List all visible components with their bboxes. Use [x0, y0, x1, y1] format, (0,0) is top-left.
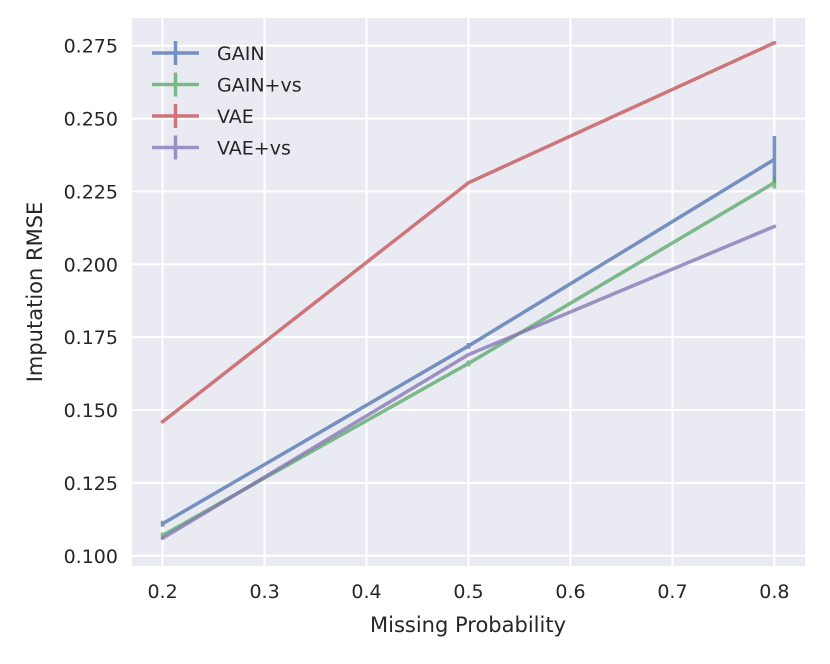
legend: GAIN GAIN+vs VAE VAE+vs — [152, 41, 302, 160]
x-axis-label: Missing Probability — [370, 613, 566, 637]
grid — [132, 18, 805, 566]
y-tick-label: 0.150 — [64, 400, 118, 422]
series-vae-vs — [160, 224, 777, 541]
x-tick-label: 0.6 — [555, 581, 585, 603]
y-tick-label: 0.250 — [64, 109, 118, 131]
legend-entry — [152, 104, 199, 128]
legend-label: VAE — [217, 106, 254, 128]
series-vae — [160, 41, 777, 424]
x-tick-label: 0.4 — [351, 581, 381, 603]
legend-label: GAIN+vs — [217, 75, 302, 97]
legend-entry — [152, 72, 199, 97]
y-tick-label: 0.100 — [64, 546, 118, 568]
x-tick-label: 0.2 — [147, 581, 177, 603]
y-tick-label: 0.175 — [64, 327, 118, 349]
y-axis-ticks: 0.100 0.125 0.150 0.175 0.200 0.225 0.250 0.275 — [64, 36, 118, 568]
y-tick-label: 0.200 — [64, 254, 118, 276]
x-tick-label: 0.3 — [249, 581, 279, 603]
y-axis-label: Imputation RMSE — [23, 202, 47, 383]
x-tick-label: 0.8 — [759, 581, 789, 603]
y-tick-label: 0.125 — [64, 473, 118, 495]
y-tick-label: 0.225 — [64, 181, 118, 203]
legend-entry — [152, 41, 199, 65]
x-tick-label: 0.5 — [453, 581, 483, 603]
series-lines — [160, 41, 777, 541]
x-tick-label: 0.7 — [657, 581, 687, 603]
legend-label: VAE+vs — [217, 138, 291, 160]
legend-label: GAIN — [217, 43, 265, 65]
legend-entry — [152, 135, 199, 160]
y-tick-label: 0.275 — [64, 36, 118, 58]
x-axis-ticks: 0.2 0.3 0.4 0.5 0.6 0.7 0.8 — [147, 581, 789, 603]
series-gain — [160, 136, 777, 527]
